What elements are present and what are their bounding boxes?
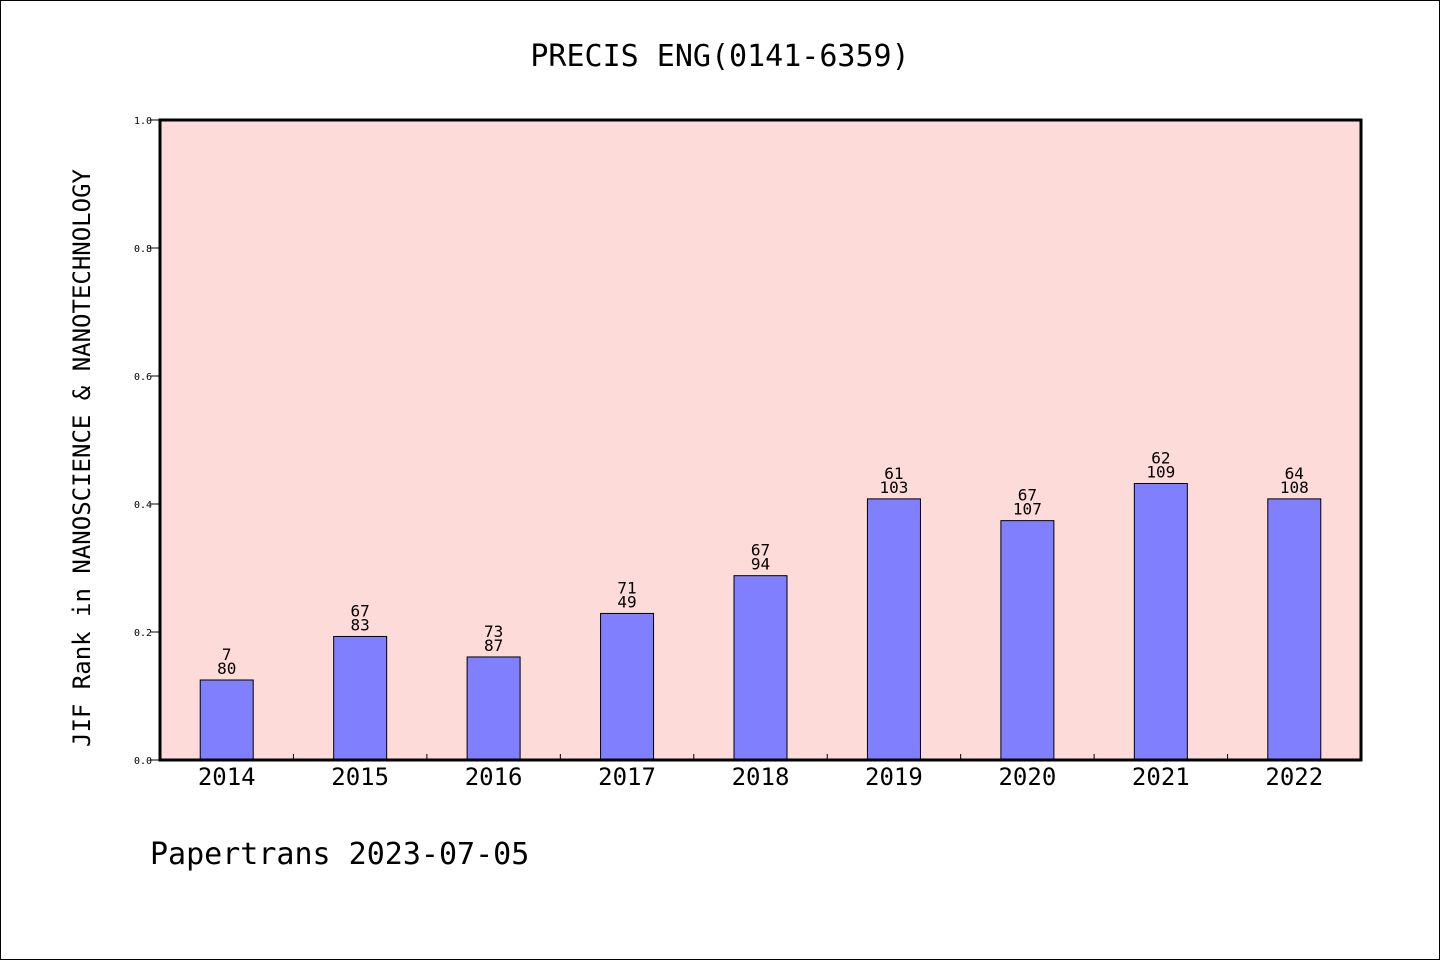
total-label: 83 <box>351 615 370 634</box>
x-tick-label: 2021 <box>1132 763 1190 791</box>
x-tick-label: 2014 <box>198 763 256 791</box>
x-tick-label: 2017 <box>598 763 656 791</box>
x-tick-label: 2020 <box>998 763 1056 791</box>
bar-2022 <box>1267 498 1322 761</box>
rank-label: 67 <box>751 541 770 560</box>
total-label: 80 <box>217 659 236 678</box>
x-tick-label: 2015 <box>331 763 389 791</box>
total-label: 49 <box>617 592 636 611</box>
y-tick-label: 1.0 <box>134 116 152 127</box>
total-label: 109 <box>1146 463 1175 482</box>
bar-2015 <box>333 635 388 761</box>
y-tick-label: 0.8 <box>134 244 152 255</box>
rank-label: 61 <box>884 464 903 483</box>
bar-2021 <box>1133 483 1188 761</box>
rank-label: 67 <box>351 601 370 620</box>
rank-label: 67 <box>1018 486 1037 505</box>
x-tick-label: 2022 <box>1265 763 1323 791</box>
rank-label: 73 <box>484 622 503 641</box>
rank-label: 7 <box>222 645 232 664</box>
bar-2018 <box>733 575 788 761</box>
rank-label: 62 <box>1151 449 1170 468</box>
x-axis-ticks: 2014 2015 2016 2017 2018 2019 2020 2021 2022 <box>198 754 1323 791</box>
x-tick-label: 2018 <box>732 763 790 791</box>
chart-title: PRECIS ENG(0141-6359) <box>530 39 909 74</box>
rank-label: 64 <box>1285 464 1304 483</box>
y-axis-ticks: 0.0 0.2 0.4 0.6 0.8 1.0 <box>134 116 160 767</box>
total-label: 103 <box>879 478 908 497</box>
bar-2017 <box>600 612 655 761</box>
bar-2020 <box>1000 520 1055 761</box>
bars-group <box>199 483 1322 761</box>
plot-border <box>158 118 1363 762</box>
footer-credit: Papertrans 2023-07-05 <box>150 837 529 872</box>
x-tick-label: 2016 <box>465 763 523 791</box>
y-axis-label: JIF Rank in NANOSCIENCE & NANOTECHNOLOGY <box>68 168 96 747</box>
total-label: 87 <box>484 636 503 655</box>
total-label: 107 <box>1013 500 1042 519</box>
x-tick-label: 2019 <box>865 763 923 791</box>
y-tick-label: 0.0 <box>134 756 152 767</box>
y-tick-label: 0.2 <box>134 628 152 639</box>
bar-2019 <box>866 498 921 761</box>
y-tick-label: 0.6 <box>134 372 152 383</box>
total-label: 108 <box>1280 478 1309 497</box>
y-tick-label: 0.4 <box>134 500 152 511</box>
bar-2016 <box>466 656 521 761</box>
bar-2014 <box>199 679 254 761</box>
rank-label: 71 <box>617 578 636 597</box>
total-label: 94 <box>751 555 770 574</box>
